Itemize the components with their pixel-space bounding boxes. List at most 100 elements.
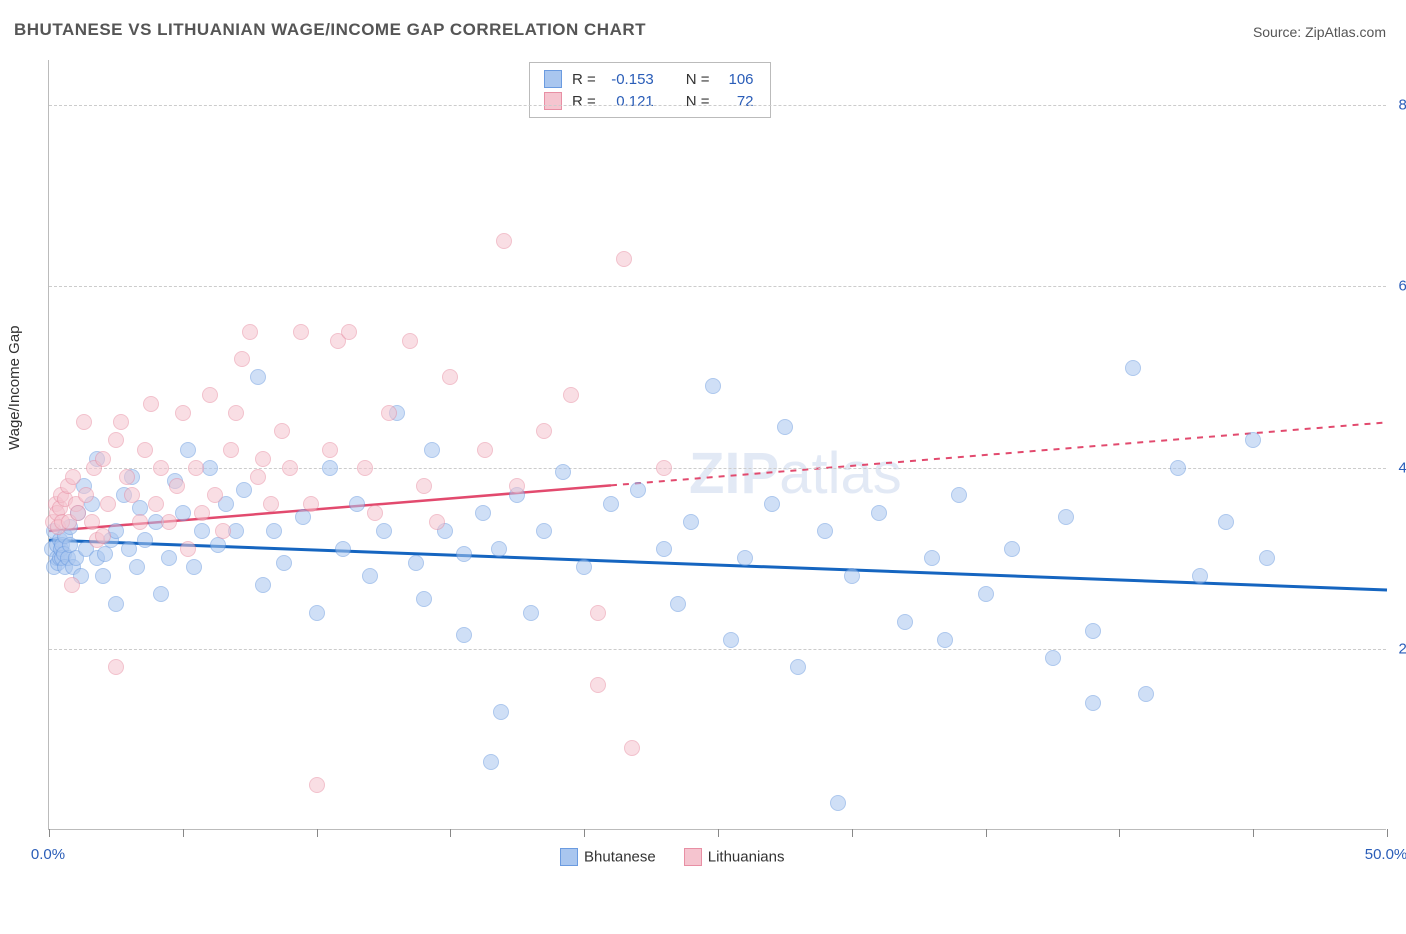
data-point-bhutanese [137,532,153,548]
data-point-lithuanians [624,740,640,756]
data-point-bhutanese [924,550,940,566]
data-point-bhutanese [322,460,338,476]
data-point-lithuanians [202,387,218,403]
data-point-bhutanese [951,487,967,503]
x-tick [49,829,50,837]
data-point-lithuanians [509,478,525,494]
data-point-bhutanese [830,795,846,811]
series-legend: Bhutanese Lithuanians [560,848,812,866]
data-point-lithuanians [95,528,111,544]
data-point-lithuanians [563,387,579,403]
data-point-bhutanese [491,541,507,557]
data-point-bhutanese [255,577,271,593]
data-point-lithuanians [402,333,418,349]
data-point-lithuanians [536,423,552,439]
data-point-lithuanians [113,414,129,430]
data-point-lithuanians [137,442,153,458]
data-point-bhutanese [1138,686,1154,702]
data-point-bhutanese [194,523,210,539]
data-point-bhutanese [493,704,509,720]
data-point-lithuanians [124,487,140,503]
y-tick-label: 20.0% [1391,640,1406,657]
x-tick [450,829,451,837]
correlation-legend: R =-0.153N =106R =0.121N =72 [529,62,771,118]
data-point-bhutanese [817,523,833,539]
data-point-lithuanians [263,496,279,512]
data-point-bhutanese [295,509,311,525]
data-point-bhutanese [236,482,252,498]
data-point-bhutanese [1004,541,1020,557]
data-point-bhutanese [456,546,472,562]
data-point-bhutanese [250,369,266,385]
x-tick-label: 50.0% [1365,846,1406,934]
data-point-lithuanians [242,324,258,340]
legend-item-bhutanese: Bhutanese [560,848,656,865]
data-point-lithuanians [357,460,373,476]
data-point-lithuanians [119,469,135,485]
data-point-lithuanians [429,514,445,530]
legend-row-bhutanese: R =-0.153N =106 [540,69,758,89]
data-point-bhutanese [376,523,392,539]
y-tick-label: 40.0% [1391,459,1406,476]
data-point-bhutanese [1045,650,1061,666]
data-point-bhutanese [416,591,432,607]
x-tick [183,829,184,837]
data-point-lithuanians [108,659,124,675]
data-point-bhutanese [737,550,753,566]
data-point-bhutanese [937,632,953,648]
data-point-bhutanese [309,605,325,621]
data-point-lithuanians [250,469,266,485]
x-tick-label: 0.0% [31,846,65,934]
data-point-lithuanians [274,423,290,439]
data-point-bhutanese [1085,695,1101,711]
data-point-lithuanians [293,324,309,340]
data-point-lithuanians [303,496,319,512]
data-point-lithuanians [496,233,512,249]
source-label: Source: ZipAtlas.com [1253,24,1386,40]
data-point-bhutanese [871,505,887,521]
data-point-lithuanians [341,324,357,340]
data-point-bhutanese [576,559,592,575]
data-point-lithuanians [95,451,111,467]
data-point-lithuanians [367,505,383,521]
data-point-bhutanese [186,559,202,575]
data-point-bhutanese [555,464,571,480]
data-point-lithuanians [590,677,606,693]
data-point-bhutanese [844,568,860,584]
data-point-lithuanians [207,487,223,503]
data-point-lithuanians [188,460,204,476]
data-point-bhutanese [180,442,196,458]
data-point-lithuanians [282,460,298,476]
data-point-bhutanese [266,523,282,539]
x-tick [1253,829,1254,837]
x-tick [852,829,853,837]
x-tick [986,829,987,837]
data-point-lithuanians [132,514,148,530]
data-point-lithuanians [215,523,231,539]
data-point-lithuanians [228,405,244,421]
data-point-bhutanese [670,596,686,612]
data-point-lithuanians [656,460,672,476]
data-point-bhutanese [897,614,913,630]
data-point-bhutanese [153,586,169,602]
legend-item-lithuanians: Lithuanians [684,848,785,865]
data-point-bhutanese [161,550,177,566]
data-point-lithuanians [153,460,169,476]
data-point-lithuanians [416,478,432,494]
data-point-lithuanians [590,605,606,621]
x-tick [584,829,585,837]
x-tick [1387,829,1388,837]
y-tick-label: 80.0% [1391,97,1406,114]
trend-lines [49,60,1386,829]
y-tick-label: 60.0% [1391,278,1406,295]
data-point-bhutanese [683,514,699,530]
data-point-lithuanians [442,369,458,385]
x-tick [1119,829,1120,837]
data-point-bhutanese [523,605,539,621]
data-point-bhutanese [630,482,646,498]
data-point-lithuanians [309,777,325,793]
data-point-bhutanese [121,541,137,557]
data-point-bhutanese [536,523,552,539]
x-tick [317,829,318,837]
data-point-lithuanians [381,405,397,421]
